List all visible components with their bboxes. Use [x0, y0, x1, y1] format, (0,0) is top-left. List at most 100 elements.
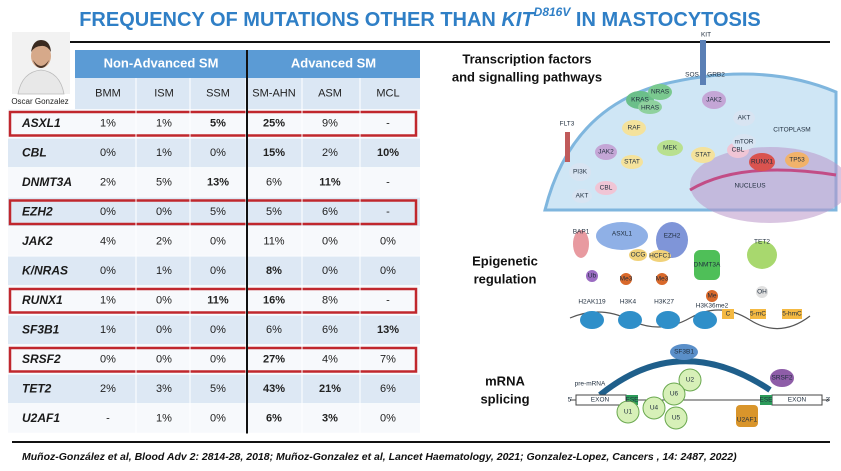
cell-value: 0% — [156, 206, 172, 218]
diagram-label: TP53 — [789, 157, 805, 164]
diagram-label: HCFC1 — [649, 253, 671, 260]
diagram-label: U5 — [672, 415, 681, 422]
cell-value: 0% — [100, 147, 116, 159]
diagram-label: HRAS — [641, 105, 660, 112]
cell-value: 2% — [322, 147, 338, 159]
diagram-label: U2AF1 — [737, 417, 758, 424]
diagram-label: mTOR — [734, 139, 753, 146]
cell-value: 0% — [100, 206, 116, 218]
title-text: IN MASTOCYTOSIS — [570, 9, 760, 31]
cell-value: 5% — [210, 383, 226, 395]
title-gene: KIT — [501, 9, 535, 31]
row-bg — [8, 404, 420, 434]
gene-name: K/NRAS — [22, 263, 68, 277]
diagram-label: EZH2 — [664, 233, 681, 240]
diagram-label: SOS — [685, 72, 699, 79]
cell-value: 0% — [156, 324, 172, 336]
cell-value: 43% — [263, 383, 285, 395]
diagram-label: pre-mRNA — [575, 381, 606, 388]
signalling-labels: Transcription factors and signalling pat… — [452, 32, 811, 200]
diagram-label: STAT — [624, 159, 640, 166]
cell-value: 0% — [322, 265, 338, 277]
cell-value: 5% — [156, 177, 172, 189]
cell-value: 1% — [156, 265, 172, 277]
cell-value: - — [386, 206, 390, 218]
splicing-diagram — [570, 344, 830, 430]
cell-value: 2% — [100, 383, 116, 395]
cell-value: 3% — [322, 413, 338, 425]
cell-value: 1% — [100, 324, 116, 336]
cell-value: 0% — [210, 265, 226, 277]
diagram-label: 3' — [826, 397, 831, 404]
cell-value: 7% — [380, 354, 396, 366]
cell-value: 10% — [377, 147, 399, 159]
panel-heading: Transcription factors — [462, 51, 591, 66]
diagram-label: H3K27 — [654, 299, 674, 306]
cell-value: 0% — [210, 236, 226, 248]
diagram-label: CBL — [600, 185, 613, 192]
gene-name: U2AF1 — [22, 411, 60, 425]
cell-value: 0% — [210, 147, 226, 159]
cell-value: 4% — [322, 354, 338, 366]
panel-heading: splicing — [480, 391, 529, 406]
diagram-label: SF3B1 — [674, 349, 694, 356]
cell-value: 0% — [156, 295, 172, 307]
panel-heading: Epigenetic — [472, 253, 538, 268]
cell-value: 4% — [100, 236, 116, 248]
diagram-label: DNMT3A — [694, 262, 721, 269]
cell-value: 21% — [319, 383, 341, 395]
cell-value: 25% — [263, 118, 285, 130]
cell-value: 0% — [100, 265, 116, 277]
cell-value: 5% — [210, 118, 226, 130]
diagram-label: U2 — [686, 377, 695, 384]
gene-name: ASXL1 — [21, 116, 61, 130]
cell-value: 5% — [266, 206, 282, 218]
cell-value: 0% — [210, 324, 226, 336]
diagram-label: FLT3 — [560, 121, 575, 128]
diagram-label: NUCLEUS — [734, 183, 766, 190]
row-highlight — [8, 110, 418, 137]
cell-value: 15% — [263, 147, 285, 159]
gene-name: TET2 — [22, 381, 52, 395]
cell-value: 9% — [322, 118, 338, 130]
cell-value: 1% — [100, 295, 116, 307]
row-highlight — [8, 199, 418, 226]
diagram-label: U1 — [624, 409, 633, 416]
diagram-label: JAK2 — [706, 97, 722, 104]
gene-name: JAK2 — [22, 234, 53, 248]
diagram-label: ASXL1 — [612, 231, 633, 238]
diagram-label: CITOPLASM — [773, 127, 810, 134]
column-header: SM-AHN — [252, 87, 295, 99]
cell-value: 8% — [266, 265, 282, 277]
diagram-label: Me3 — [620, 276, 633, 283]
cell-value: 11% — [207, 295, 229, 307]
slide-title: FREQUENCY OF MUTATIONS OTHER THAN KITD81… — [79, 5, 761, 31]
diagram-label: EXON — [788, 397, 807, 404]
diagram-label: 5' — [568, 397, 573, 404]
title-text: FREQUENCY OF MUTATIONS OTHER THAN — [79, 9, 501, 31]
cell-value: 0% — [380, 236, 396, 248]
diagram-label: H3K4 — [620, 299, 637, 306]
diagram-label: U4 — [650, 405, 659, 412]
cell-value: 2% — [100, 177, 116, 189]
group-header: Advanced SM — [291, 55, 376, 70]
row-bg — [8, 256, 420, 286]
row-bg — [8, 315, 420, 345]
column-header: SSM — [206, 87, 230, 99]
cell-value: 6% — [322, 324, 338, 336]
column-header: ASM — [318, 87, 342, 99]
epigenetic-diagram — [569, 222, 811, 330]
cell-value: - — [386, 295, 390, 307]
cell-value: 1% — [100, 118, 116, 130]
column-header: MCL — [376, 87, 399, 99]
diagram-label: C — [726, 311, 731, 318]
signalling-diagram — [543, 40, 841, 223]
diagram-label: Me — [707, 293, 716, 300]
group-header: Non-Advanced SM — [104, 55, 219, 70]
panel-heading: mRNA — [485, 373, 525, 388]
cell-value: 0% — [210, 354, 226, 366]
diagram-label: ESE — [759, 397, 773, 404]
diagram-label: KRAS — [631, 97, 649, 104]
diagram-label: GRB2 — [707, 72, 725, 79]
